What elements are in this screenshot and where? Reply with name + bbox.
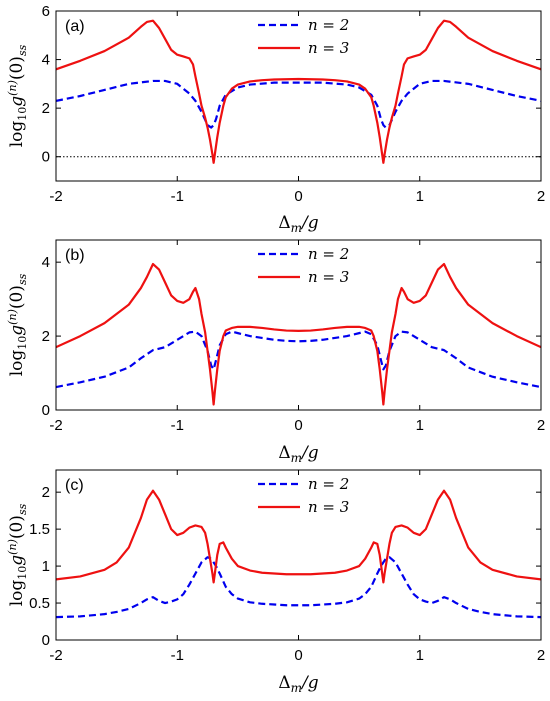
x-axis-label: Δm/g — [278, 673, 318, 695]
x-tick-label: -1 — [171, 647, 184, 664]
y-tick-label: 2 — [42, 100, 50, 117]
panel-label: (b) — [65, 247, 85, 264]
x-axis-label: Δm/g — [278, 443, 318, 465]
y-tick-label: 0 — [42, 149, 50, 166]
legend-label-n3: n = 3 — [308, 498, 349, 516]
y-tick-label: 0.5 — [29, 595, 50, 612]
x-tick-label: 2 — [537, 188, 545, 205]
x-tick-label: -2 — [49, 647, 62, 664]
y-tick-label: 1.5 — [29, 521, 50, 538]
y-tick-label: 1 — [42, 558, 50, 575]
x-tick-label: 1 — [416, 417, 424, 434]
y-tick-label: 0 — [42, 402, 50, 419]
series-line-n3 — [56, 262, 541, 406]
chart-panel-3: -2 -1 0 1 2 0 0.5 1 1.5 2 (c) n = 2 n = 3 Δm/g log10g(… — [6, 469, 545, 695]
legend-label-n3: n = 3 — [308, 39, 349, 57]
series-line-n2 — [56, 330, 541, 389]
legend-label-n2: n = 2 — [308, 245, 349, 263]
x-tick-label: 1 — [416, 188, 424, 205]
legend-label-n2: n = 2 — [308, 16, 349, 34]
panel-label: (c) — [65, 477, 84, 494]
series-line-n3 — [56, 489, 541, 584]
y-tick-label: 4 — [42, 254, 50, 271]
plot-frame — [55, 239, 542, 411]
legend-label-n3: n = 3 — [308, 268, 349, 286]
series-line-n3 — [56, 19, 541, 164]
y-axis-label: log10g(n)(0)ss — [6, 503, 29, 606]
series-line-n2 — [56, 556, 541, 619]
y-tick-label: 2 — [42, 328, 50, 345]
y-axis-label: log10g(n)(0)ss — [6, 273, 29, 376]
y-axis-label: log10g(n)(0)ss — [6, 44, 29, 147]
x-tick-label: 2 — [537, 647, 545, 664]
y-tick-label: 2 — [42, 484, 50, 501]
y-tick-label: 0 — [42, 632, 50, 649]
y-tick-label: 4 — [42, 52, 50, 69]
chart-panel-2: -2 -1 0 1 2 0 2 4 (b) n = 2 n = 3 Δm/g log10g(n)(0)s… — [6, 239, 545, 465]
x-tick-label: 1 — [416, 647, 424, 664]
series-line-n2 — [56, 79, 541, 129]
x-tick-label: 2 — [537, 417, 545, 434]
x-axis-label: Δm/g — [278, 213, 318, 235]
x-tick-label: -2 — [49, 188, 62, 205]
x-tick-label: 0 — [294, 417, 302, 434]
plot-frame — [55, 469, 542, 641]
x-tick-label: -2 — [49, 417, 62, 434]
x-tick-label: 0 — [294, 647, 302, 664]
x-tick-label: -1 — [171, 188, 184, 205]
x-tick-label: -1 — [171, 417, 184, 434]
x-tick-label: 0 — [294, 188, 302, 205]
panel-label: (a) — [65, 18, 85, 35]
chart-panel-1: -2 -1 0 1 2 0 2 4 6 (a) n = 2 n = 3 Δm/g log10g(n)(0)… — [6, 3, 545, 235]
y-tick-label: 6 — [42, 3, 50, 20]
legend-label-n2: n = 2 — [308, 475, 349, 493]
